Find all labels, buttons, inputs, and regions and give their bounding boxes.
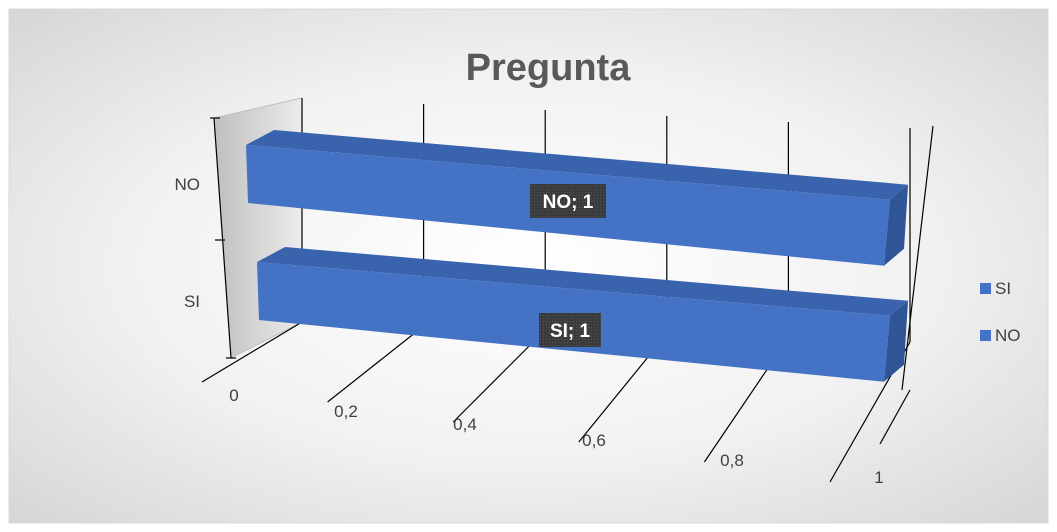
value-axis-end [879,389,911,445]
chart-background [8,8,1049,524]
floor-line-1 [327,325,424,403]
legend: SI NO [980,279,1021,345]
data-label-si: SI; 1 [550,321,591,342]
value-tick-label-0: 0 [229,386,238,405]
legend-swatch-no [980,330,991,341]
legend-swatch-si [980,283,991,294]
category-axis [213,117,232,359]
data-label-box-si [539,313,601,347]
value-tick-label-2: 0,4 [453,415,477,434]
bar-no-top [246,130,908,200]
axes [210,117,934,445]
data-label-box-no [530,184,606,218]
bar-si-end [884,300,908,382]
value-tick-label-3: 0,6 [582,431,606,450]
bar-si-top [257,247,908,316]
value-tick-label-5: 1 [874,468,883,487]
chart-title: Pregunta [466,47,632,89]
value-axis-edge [901,125,934,391]
data-labels: SI; 1 NO; 1 [530,184,606,347]
value-tick-label-4: 0,8 [720,451,744,470]
floor-line-0 [201,321,303,383]
data-label-no: NO; 1 [543,192,594,213]
legend-label-no: NO [995,326,1021,345]
bar-no-end [884,184,908,266]
category-label-no: NO [175,175,201,194]
legend-label-si: SI [995,279,1011,298]
tick-labels: SI NO 0 0,2 0,4 0,6 0,8 1 [175,175,884,487]
value-tick-label-1: 0,2 [334,402,358,421]
category-label-si: SI [184,292,200,311]
